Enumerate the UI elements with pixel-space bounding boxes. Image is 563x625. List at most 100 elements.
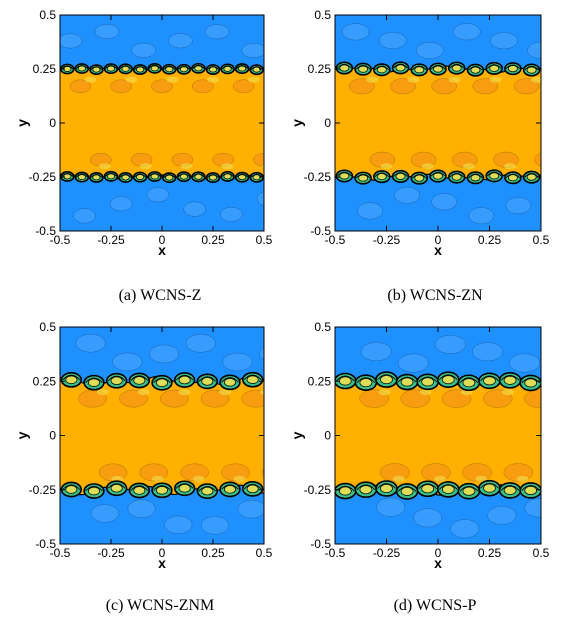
y-tick-label: 0.5 [39,320,56,334]
vortex-roll [219,481,241,498]
vortex-roll [74,171,90,183]
vortex-roll [447,61,466,75]
contour-field [60,15,264,231]
x-tick-label: 0.25 [201,546,225,560]
x-tick-label: 0 [435,546,442,560]
y-tick-label: -0.25 [29,483,57,497]
vortex-roll [391,61,410,75]
vortex-roll [83,374,105,391]
vortex-roll [74,63,90,74]
contour-field [335,327,541,544]
y-axis-label: y [289,431,305,439]
vortex-roll [478,372,501,390]
x-tick-label: -0.25 [373,546,401,560]
y-axis-label: y [289,119,305,127]
vortex-roll [354,481,378,499]
y-tick-label: -0.5 [35,537,56,551]
x-tick-label: 0 [435,233,442,247]
vortex-roll [429,169,447,183]
x-tick-label: -0.5 [325,233,346,247]
x-axis-label: x [158,242,166,258]
vortex-roll [391,169,410,183]
vortex-roll [429,62,447,76]
x-tick-label: 0.5 [533,233,550,247]
y-tick-label: 0 [324,116,331,130]
x-axis-label: x [434,242,442,258]
vortex-roll [147,171,162,182]
vortex-roll [173,372,196,388]
vortex-roll [241,371,264,388]
y-tick-label: -0.5 [35,224,56,238]
x-tick-label: -0.25 [97,546,125,560]
y-tick-label: -0.5 [310,537,331,551]
x-axis-label: x [434,555,442,571]
vortex-roll [196,373,219,390]
inner-region [335,65,541,181]
y-tick-label: 0 [324,429,331,443]
x-tick-label: -0.5 [325,546,346,560]
y-axis-label: y [14,119,30,127]
y-tick-label: 0.5 [314,8,331,22]
vortex-roll [410,171,429,185]
x-axis-label: x [158,555,166,571]
vortex-roll [191,171,206,183]
vortex-roll [118,63,133,75]
vortex-roll [151,482,173,499]
vortex-roll [176,171,192,183]
vortex-roll [375,480,398,497]
vortex-roll [132,64,148,75]
vortex-roll [241,481,264,497]
x-tick-label: 0.25 [478,546,502,560]
vortex-roll [373,170,391,184]
vortex-roll [466,63,485,77]
y-tick-label: 0.25 [308,62,332,76]
vortex-roll [132,171,148,183]
vortex-roll [498,372,522,389]
vortex-roll [335,61,354,75]
vortex-roll [147,62,162,74]
vortex-roll [220,63,235,75]
vortex-roll [519,482,541,499]
y-tick-label: 0 [49,116,56,130]
y-tick-label: 0.25 [308,374,332,388]
vortex-roll [335,372,357,390]
contour-field [335,15,541,231]
vortex-roll [191,62,206,74]
vortex-roll [151,374,173,391]
vortex-roll [105,480,128,497]
y-tick-label: 0 [49,429,56,443]
vortex-roll [234,171,250,183]
y-tick-label: -0.25 [304,170,332,184]
vortex-roll [103,63,119,75]
vortex-roll [219,374,241,391]
vortex-roll [162,172,177,184]
x-tick-label: 0.25 [478,233,502,247]
vortex-roll [176,63,192,75]
y-axis-label: y [14,431,30,439]
vortex-roll [395,373,419,391]
panel-caption: (a) WCNS-Z [119,287,202,304]
vortex-roll [373,63,391,77]
panel-caption: (b) WCNS-ZN [387,287,483,304]
vortex-roll [128,482,151,499]
vortex-roll [485,169,503,183]
vortex-roll [436,481,460,498]
inner-region [60,67,264,179]
vortex-roll [354,62,372,76]
vortex-roll [60,481,83,498]
vortex-roll [205,64,221,75]
x-tick-label: -0.25 [97,233,125,247]
y-tick-label: -0.25 [304,483,332,497]
vortex-roll [83,483,105,499]
panel-0: -0.5 -0.25 0 0.25 0.5 0.5 0.25 0 -0.25 -0.5 x y (a) … [14,8,273,304]
vortex-roll [60,371,83,388]
vortex-roll [335,169,354,183]
vortex-roll [354,374,378,391]
vortex-roll [416,480,440,498]
vortex-roll [457,482,481,500]
panel-caption: (d) WCNS-P [394,597,477,614]
x-tick-label: 0.5 [256,546,273,560]
vortex-roll [60,171,75,182]
x-tick-label: 0.5 [533,546,550,560]
y-tick-label: 0.25 [33,374,57,388]
